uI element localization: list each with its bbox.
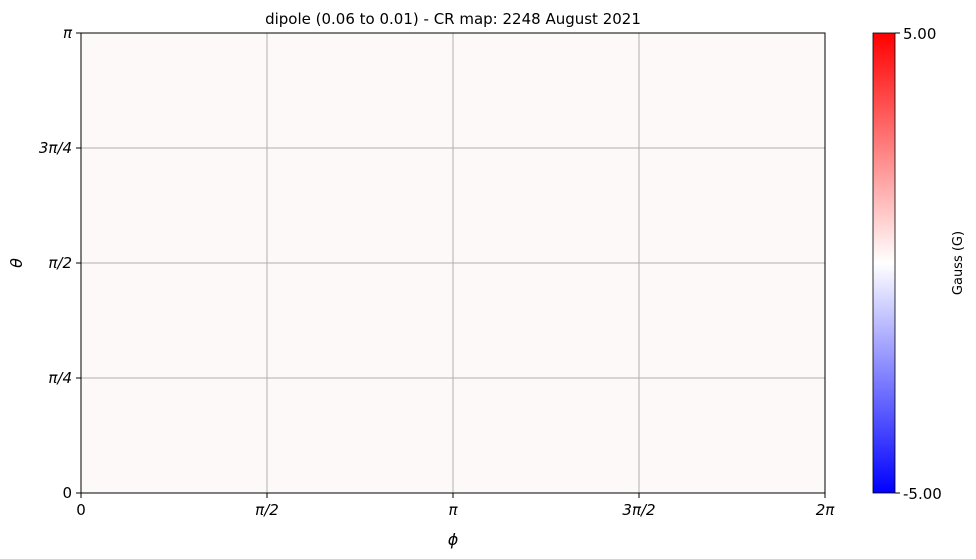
chart-title: dipole (0.06 to 0.01) - CR map: 2248 Aug…: [265, 10, 641, 28]
y-tick-label: π/4: [48, 369, 72, 387]
x-tick-label: π/2: [255, 501, 279, 519]
x-tick-label: π: [448, 501, 458, 519]
colorbar-max-label: 5.00: [903, 25, 936, 43]
y-tick-label: 3π/4: [39, 139, 72, 157]
y-axis-ticks: 0 π/4 π/2 3π/4 π: [39, 24, 81, 502]
x-axis-ticks: 0 π/2 π 3π/2 2π: [76, 493, 835, 519]
colorbar: [872, 32, 896, 494]
y-axis-label: θ: [7, 258, 26, 268]
y-tick-label: π/2: [48, 254, 72, 272]
x-tick-label: 3π/2: [622, 501, 655, 519]
x-tick-label: 2π: [816, 501, 836, 519]
y-tick-label: 0: [62, 484, 72, 502]
y-tick-label: π: [63, 24, 73, 42]
x-tick-label: 0: [76, 501, 86, 519]
x-axis-label: ϕ: [448, 530, 459, 549]
colorbar-label: Gauss (G): [951, 231, 966, 295]
colorbar-min-label: -5.00: [903, 485, 942, 503]
